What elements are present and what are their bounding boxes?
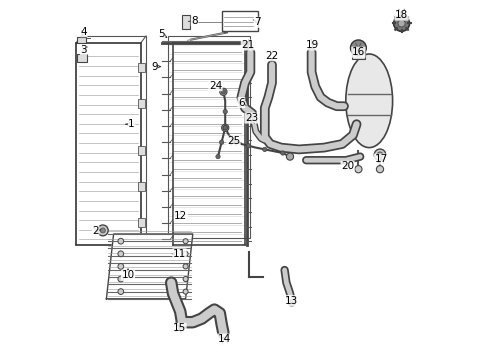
Bar (138, 182, 145, 191)
Text: 18: 18 (395, 10, 408, 20)
Bar (138, 63, 145, 72)
Text: 15: 15 (173, 323, 186, 333)
Bar (168, 36, 250, 238)
Circle shape (220, 88, 227, 95)
Circle shape (398, 20, 405, 27)
Circle shape (183, 239, 188, 244)
Text: 10: 10 (122, 270, 135, 280)
Text: 23: 23 (245, 113, 258, 123)
Text: 13: 13 (285, 296, 298, 306)
Text: 2: 2 (92, 226, 99, 236)
Circle shape (376, 166, 384, 173)
Circle shape (350, 40, 367, 56)
Circle shape (223, 109, 227, 114)
Circle shape (355, 166, 362, 173)
Bar (352, 50, 365, 59)
Bar (138, 146, 145, 155)
Bar (221, 11, 258, 31)
Circle shape (221, 124, 229, 131)
Text: 24: 24 (209, 81, 222, 91)
Circle shape (216, 154, 220, 159)
Text: 21: 21 (241, 40, 254, 50)
Circle shape (393, 15, 410, 31)
Circle shape (118, 289, 123, 294)
Circle shape (183, 251, 188, 256)
Bar (76, 54, 87, 62)
Text: 9: 9 (151, 62, 158, 72)
Circle shape (286, 153, 294, 160)
Circle shape (377, 152, 383, 158)
Text: 7: 7 (254, 17, 261, 27)
Circle shape (183, 289, 188, 294)
Bar (182, 15, 190, 29)
Polygon shape (106, 234, 193, 299)
Circle shape (118, 264, 123, 269)
Circle shape (374, 149, 386, 161)
Bar (76, 43, 141, 245)
Ellipse shape (346, 54, 392, 148)
Circle shape (118, 238, 123, 244)
Bar (76, 37, 86, 43)
Circle shape (223, 126, 227, 130)
Circle shape (232, 138, 236, 143)
Text: 19: 19 (306, 40, 319, 50)
Text: 4: 4 (80, 27, 87, 37)
Text: 11: 11 (173, 249, 186, 259)
Bar (81, 36, 146, 238)
Text: 12: 12 (174, 211, 188, 221)
Text: 14: 14 (218, 334, 231, 344)
Text: 20: 20 (341, 161, 354, 171)
Bar (138, 99, 145, 108)
Text: 6: 6 (238, 98, 245, 108)
Circle shape (246, 144, 251, 148)
Circle shape (98, 225, 108, 236)
Bar (138, 218, 145, 227)
Text: 25: 25 (227, 136, 240, 146)
Text: 3: 3 (80, 45, 87, 55)
Circle shape (100, 228, 105, 233)
Circle shape (223, 126, 227, 130)
Circle shape (118, 276, 123, 282)
Circle shape (183, 264, 188, 269)
Text: 5: 5 (158, 29, 165, 39)
Circle shape (263, 147, 267, 152)
Circle shape (118, 251, 123, 257)
Circle shape (223, 126, 227, 130)
Text: 16: 16 (352, 47, 365, 57)
Circle shape (221, 90, 225, 94)
Text: 17: 17 (374, 154, 388, 164)
Circle shape (220, 140, 224, 144)
Text: 8: 8 (191, 16, 198, 26)
Text: 1: 1 (128, 119, 135, 129)
Circle shape (281, 151, 285, 155)
Circle shape (183, 276, 188, 282)
Text: 22: 22 (266, 51, 279, 61)
